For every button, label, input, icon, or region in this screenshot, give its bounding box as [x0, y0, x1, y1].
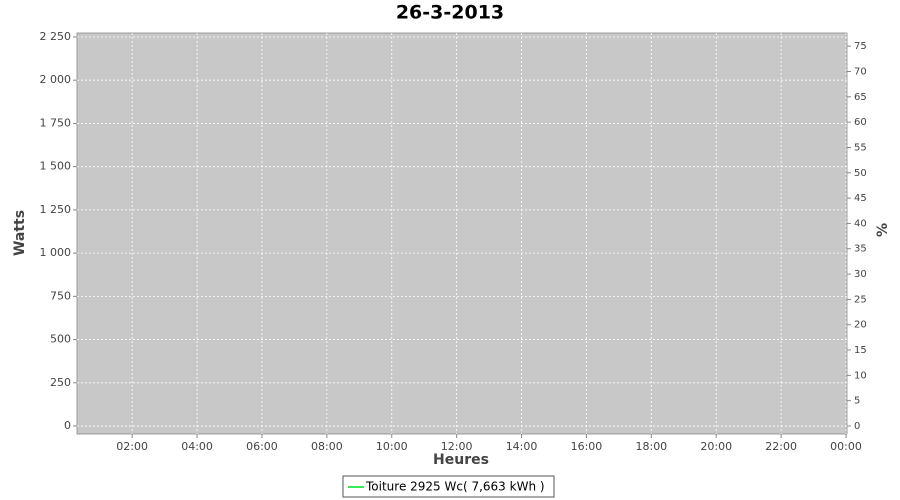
y2-tick-label: 10 [854, 370, 867, 381]
y2-tick-label: 65 [854, 92, 867, 103]
x-tick-label: 18:00 [635, 440, 667, 453]
y2-tick-label: 5 [854, 396, 860, 407]
y-tick-label: 750 [50, 289, 71, 302]
y2-tick-label: 50 [854, 168, 867, 179]
y2-tick-label: 75 [854, 41, 867, 52]
y2-tick-label: 35 [854, 244, 867, 255]
x-tick-label: 10:00 [376, 440, 408, 453]
y2-axis-label: % [875, 223, 891, 237]
x-axis-label: Heures [433, 452, 489, 468]
legend-box [342, 475, 555, 498]
x-tick-label: 14:00 [506, 440, 538, 453]
y2-tick-label: 45 [854, 193, 867, 204]
y2-tick-label: 60 [854, 117, 867, 128]
y-axis-label: Watts [12, 210, 28, 256]
x-tick-label: 22:00 [765, 440, 797, 453]
plot-area [76, 32, 848, 435]
y2-tick-label: 25 [854, 294, 867, 305]
y-tick-label: 250 [50, 376, 71, 389]
y-tick-label: 500 [50, 333, 71, 346]
y2-tick-label: 40 [854, 218, 867, 229]
x-tick-label: 06:00 [246, 440, 278, 453]
x-tick-label: 02:00 [116, 440, 148, 453]
chart-title: 26-3-2013 [396, 2, 504, 24]
y2-tick-label: 0 [854, 421, 860, 432]
y2-tick-label: 20 [854, 320, 867, 331]
y-tick-label: 2 250 [40, 30, 72, 43]
y2-tick-label: 15 [854, 345, 867, 356]
x-tick-label: 00:00 [830, 440, 862, 453]
y-tick-label: 0 [64, 419, 71, 432]
y-tick-label: 2 000 [40, 73, 72, 86]
y-tick-label: 1 250 [40, 203, 72, 216]
y2-tick-label: 30 [854, 269, 867, 280]
legend-label: Toiture 2925 Wc( 7,663 kWh ) [365, 480, 545, 494]
y2-tick-label: 70 [854, 66, 867, 77]
x-tick-label: 08:00 [311, 440, 343, 453]
y-tick-label: 1 000 [40, 246, 72, 259]
x-tick-label: 16:00 [571, 440, 603, 453]
y2-tick-label: 55 [854, 142, 867, 153]
y-tick-label: 1 500 [40, 160, 72, 173]
x-tick-label: 20:00 [700, 440, 732, 453]
y-tick-label: 1 750 [40, 116, 72, 129]
x-tick-label: 04:00 [181, 440, 213, 453]
x-tick-label: 12:00 [441, 440, 473, 453]
